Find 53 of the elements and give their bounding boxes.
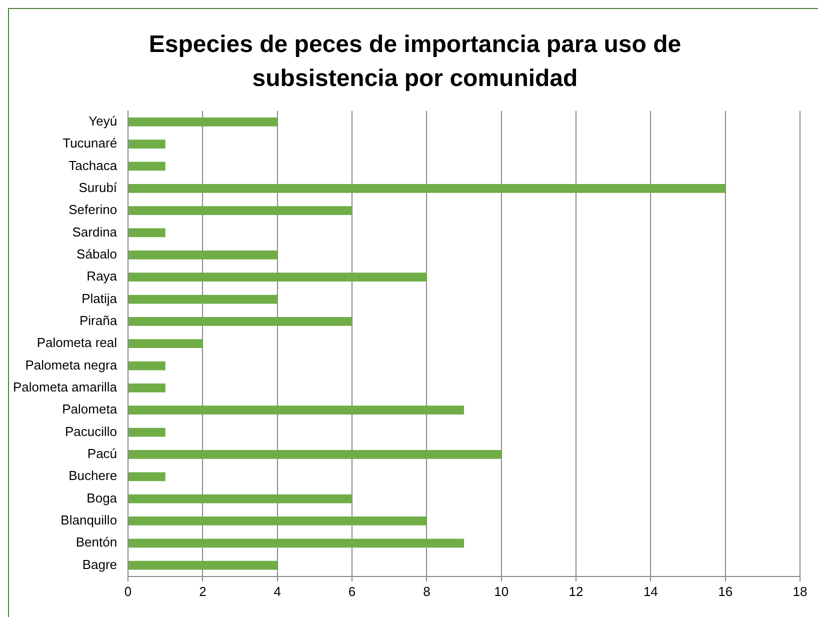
x-tick-label: 6 [348,584,356,599]
y-tick-label: Pacucillo [65,424,118,439]
bar [128,206,352,216]
y-tick-label: Sardina [72,224,118,240]
y-tick-label: Bagre [82,556,118,572]
x-tick-label: 12 [568,584,584,599]
x-tick-label: 14 [643,584,658,599]
bar [128,140,166,148]
x-tick-label: 4 [274,584,281,599]
y-tick-label: Palometa [62,402,118,417]
bar [128,361,166,370]
y-tick-label: Boga [86,490,118,506]
bar [128,494,352,504]
x-tick-label: 2 [199,584,206,599]
bar [128,406,464,415]
x-tick-label: 8 [423,584,430,599]
x-tick-label: 0 [124,584,132,599]
bar [128,450,502,459]
bar [128,316,352,326]
x-tick-label: 16 [718,584,733,599]
bar [128,516,427,526]
y-tick-label: Platija [82,290,118,306]
bar [128,228,166,238]
bar [128,272,427,282]
y-tick-label: Pacú [87,446,118,462]
bar [128,117,278,126]
y-tick-label: Tachaca [68,158,118,173]
y-tick-label: Raya [86,268,118,284]
x-tick-label: 18 [792,584,808,599]
bar [128,294,278,304]
y-tick-label: Piraña [79,313,118,328]
y-tick-label: Palometa negra [25,357,118,372]
y-tick-label: Yeyú [88,113,118,128]
bar [128,472,166,482]
bar [128,339,203,348]
y-tick-label: Buchere [68,468,118,484]
bar [128,428,166,437]
y-tick-label: Palometa amarilla [13,380,118,395]
x-tick-label: 10 [494,584,509,599]
y-tick-label: Surubí [78,180,118,195]
bar [128,560,278,570]
bar [128,538,464,548]
bar [128,384,166,392]
y-tick-label: Blanquillo [60,512,118,528]
bar [128,184,726,193]
y-tick-label: Seferino [68,202,118,218]
y-tick-label: Sábalo [76,246,118,262]
chart-title: Especies de peces de importancia para uso de subsistencia por comunidad [148,30,682,94]
bar [128,250,278,260]
y-tick-label: Palometa real [36,335,118,350]
y-tick-label: Bentón [76,534,118,550]
y-tick-label: Tucunaré [62,136,118,151]
bar [128,162,166,171]
